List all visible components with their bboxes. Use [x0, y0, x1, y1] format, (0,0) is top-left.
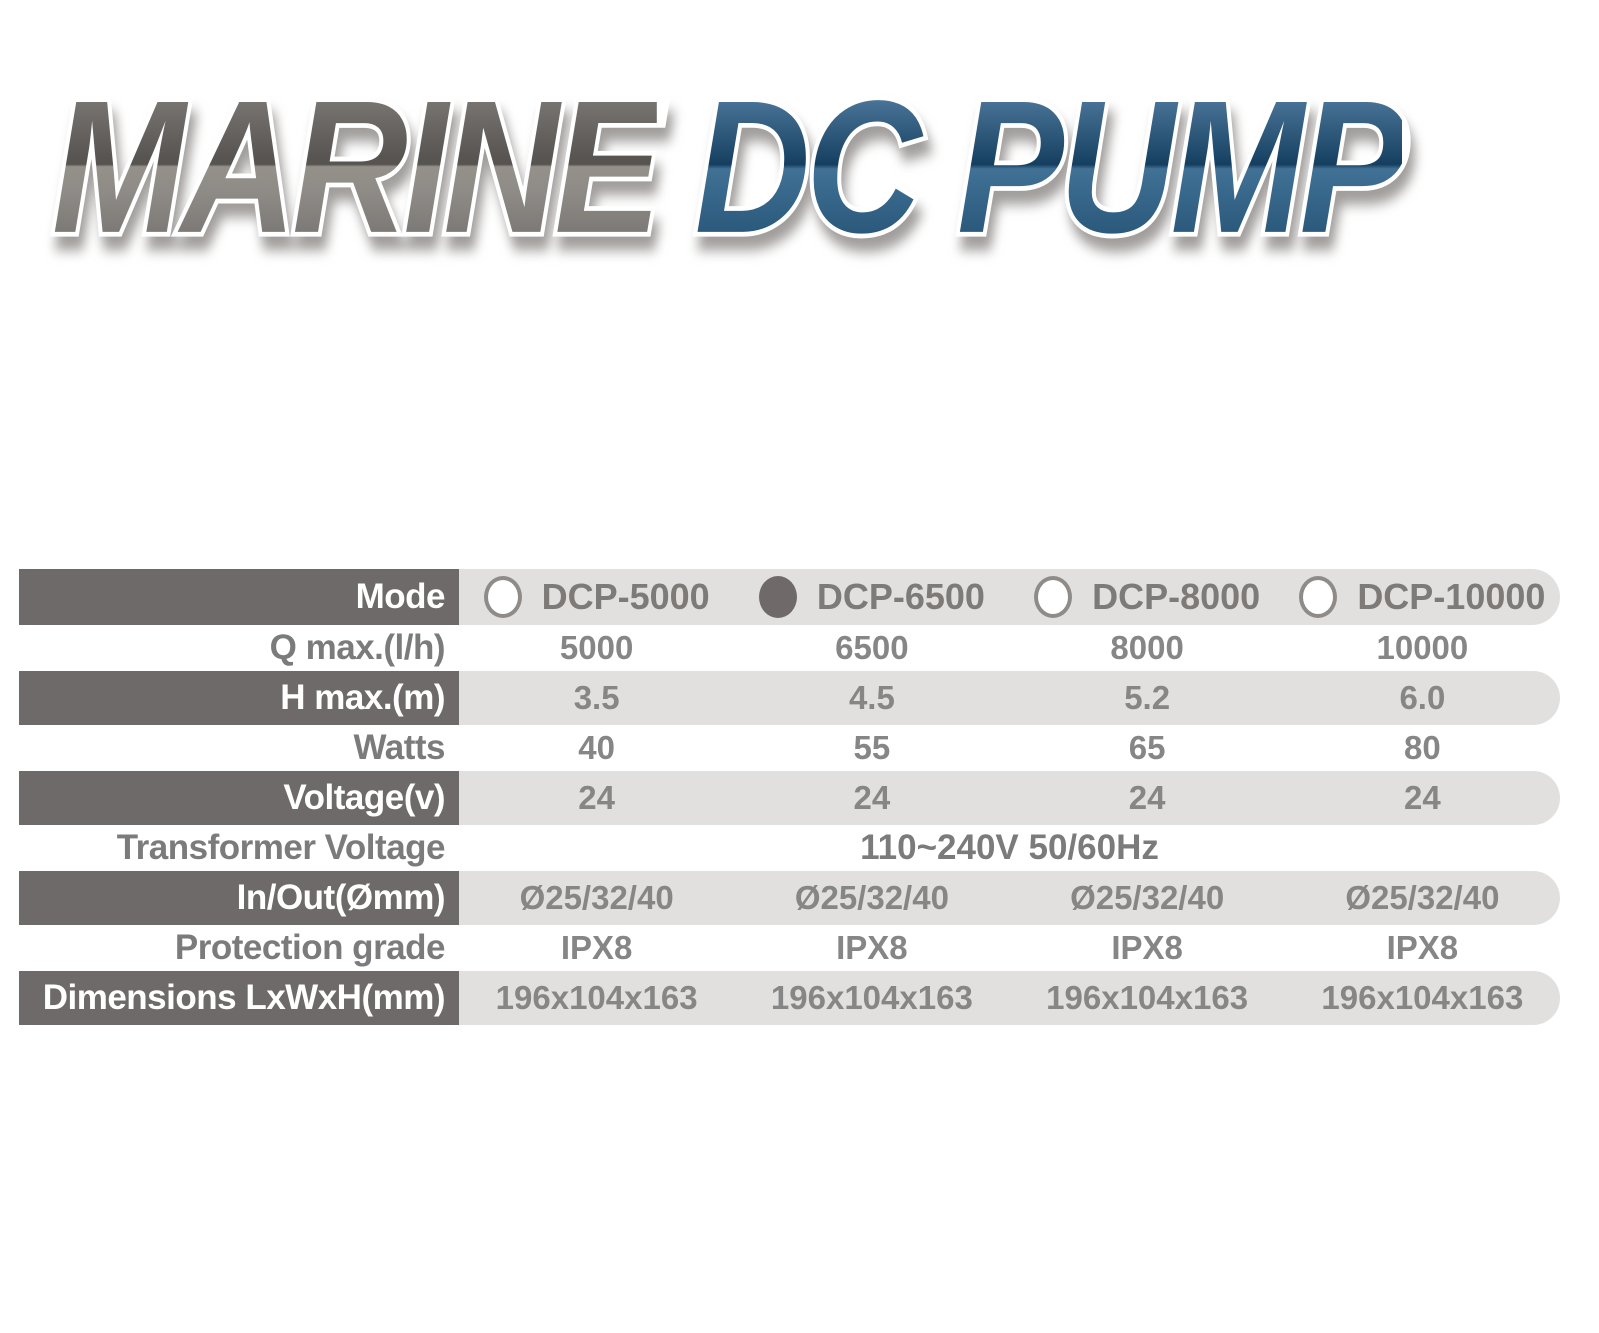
- watts-value-dcp-6500: 55: [853, 729, 891, 766]
- spec-table: Mode DCP-5000 DCP-6500 DCP-8000 DCP-1000…: [19, 569, 1560, 1025]
- row-label-in-out: In/Out(Ømm): [19, 871, 459, 925]
- row-label-protection-grade: Protection grade: [174, 928, 446, 967]
- spec-row-protection-grade: Protection grade IPX8 IPX8 IPX8 IPX8: [19, 925, 1560, 971]
- model-option-dcp-8000[interactable]: DCP-8000: [1010, 569, 1285, 625]
- qmax-value-dcp-8000: 8000: [1110, 629, 1184, 666]
- watts-value-dcp-8000: 65: [1128, 729, 1166, 766]
- title-marine-text: MARINE: [52, 58, 661, 275]
- in-out-value-dcp-6500: Ø25/32/40: [794, 879, 949, 916]
- hmax-value-dcp-8000: 5.2: [1124, 679, 1171, 716]
- page-title: MARINE MARINE DC PUMP DC PUMP: [48, 56, 1411, 276]
- dimensions-value-dcp-8000: 196x104x163: [1046, 979, 1249, 1016]
- title-marine: MARINE MARINE: [48, 56, 665, 276]
- model-option-dcp-5000[interactable]: DCP-5000: [459, 569, 734, 625]
- spec-row-qmax: Q max.(l/h) 5000 6500 8000 10000: [19, 625, 1560, 671]
- protection-value-dcp-5000: IPX8: [560, 929, 633, 966]
- title-dc-pump: DC PUMP DC PUMP: [691, 56, 1411, 276]
- in-out-value-dcp-5000: Ø25/32/40: [519, 879, 674, 916]
- in-out-value-dcp-10000: Ø25/32/40: [1345, 879, 1500, 916]
- voltage-value-dcp-8000: 24: [1128, 779, 1166, 816]
- spec-row-voltage: Voltage(v) 24 24 24 24: [19, 771, 1560, 825]
- row-label-voltage: Voltage(v): [19, 771, 459, 825]
- row-label-watts: Watts: [353, 728, 446, 767]
- watts-value-dcp-5000: 40: [578, 729, 615, 766]
- spec-row-mode: Mode DCP-5000 DCP-6500 DCP-8000 DCP-1000…: [19, 569, 1560, 625]
- voltage-value-dcp-10000: 24: [1404, 779, 1441, 816]
- protection-value-dcp-10000: IPX8: [1386, 929, 1459, 966]
- model-selector: DCP-5000 DCP-6500 DCP-8000 DCP-10000: [459, 569, 1560, 625]
- dimensions-value-dcp-10000: 196x104x163: [1321, 979, 1524, 1016]
- protection-value-dcp-8000: IPX8: [1111, 929, 1183, 966]
- radio-dcp-10000-icon[interactable]: [1299, 576, 1338, 618]
- model-option-dcp-10000[interactable]: DCP-10000: [1285, 569, 1560, 625]
- qmax-value-dcp-6500: 6500: [835, 629, 909, 666]
- protection-value-dcp-6500: IPX8: [836, 929, 908, 966]
- radio-dcp-5000-icon[interactable]: [483, 576, 522, 618]
- spec-row-hmax: H max.(m) 3.5 4.5 5.2 6.0: [19, 671, 1560, 725]
- title-dc-pump-outline: DC PUMP: [691, 56, 1411, 276]
- spec-row-in-out: In/Out(Ømm) Ø25/32/40 Ø25/32/40 Ø25/32/4…: [19, 871, 1560, 925]
- dimensions-value-dcp-6500: 196x104x163: [770, 979, 973, 1016]
- model-label-dcp-5000[interactable]: DCP-5000: [541, 576, 710, 617]
- hmax-value-dcp-5000: 3.5: [573, 679, 620, 716]
- row-label-hmax: H max.(m): [19, 671, 459, 725]
- model-label-dcp-8000[interactable]: DCP-8000: [1092, 576, 1261, 617]
- voltage-value-dcp-5000: 24: [578, 779, 615, 816]
- spec-row-transformer-voltage: Transformer Voltage 110~240V 50/60Hz: [19, 825, 1560, 871]
- title-dc-pump-text: DC PUMP: [695, 58, 1407, 275]
- qmax-value-dcp-5000: 5000: [559, 629, 634, 666]
- hmax-value-dcp-6500: 4.5: [848, 679, 895, 716]
- row-label-dimensions: Dimensions LxWxH(mm): [19, 971, 459, 1025]
- voltage-value-dcp-6500: 24: [853, 779, 891, 816]
- radio-dcp-6500-icon[interactable]: [758, 576, 797, 618]
- model-label-dcp-6500[interactable]: DCP-6500: [816, 576, 985, 617]
- spec-row-watts: Watts 40 55 65 80: [19, 725, 1560, 771]
- transformer-voltage-value: 110~240V 50/60Hz: [860, 828, 1159, 867]
- dimensions-value-dcp-5000: 196x104x163: [495, 979, 698, 1016]
- in-out-value-dcp-8000: Ø25/32/40: [1070, 879, 1225, 916]
- qmax-value-dcp-10000: 10000: [1376, 629, 1469, 666]
- row-label-transformer-voltage: Transformer Voltage: [116, 828, 446, 867]
- radio-dcp-8000-icon[interactable]: [1034, 576, 1073, 618]
- watts-value-dcp-10000: 80: [1404, 729, 1441, 766]
- row-label-qmax: Q max.(l/h): [269, 628, 446, 667]
- hmax-value-dcp-10000: 6.0: [1399, 679, 1446, 716]
- row-label-mode: Mode: [19, 569, 459, 625]
- model-label-dcp-10000[interactable]: DCP-10000: [1357, 576, 1546, 617]
- spec-row-dimensions: Dimensions LxWxH(mm) 196x104x163 196x104…: [19, 971, 1560, 1025]
- model-option-dcp-6500[interactable]: DCP-6500: [734, 569, 1009, 625]
- title-marine-outline: MARINE: [48, 56, 665, 276]
